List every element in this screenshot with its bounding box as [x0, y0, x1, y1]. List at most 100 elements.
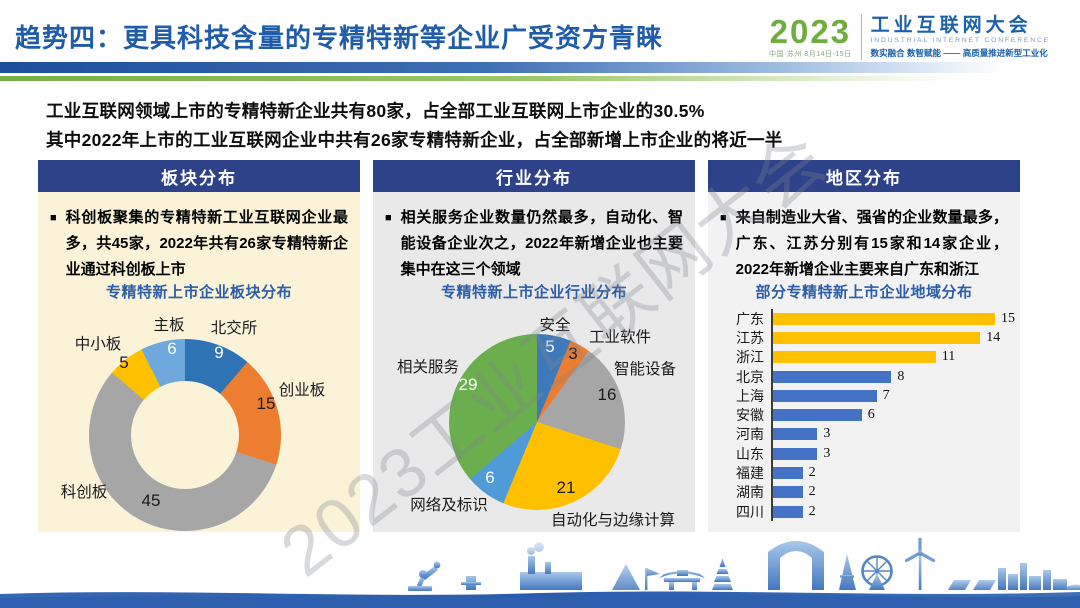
- bar-value-label: 2: [808, 503, 816, 519]
- intro-line-2: 其中2022年上市的工业互联网企业中共有26家专精特新企业，占全部新增上市企业的…: [46, 130, 783, 150]
- chart-segment-label: 创业板: [278, 382, 326, 399]
- bar-row: 山东 3: [716, 444, 1016, 464]
- bar: [773, 409, 862, 422]
- title-rule-green: [0, 76, 1080, 81]
- intro-line-1: 工业互联网领域上市的专精特新企业共有80家，占全部工业互联网上市企业的30.5%: [46, 101, 705, 121]
- panel-board-header: 板块分布: [38, 160, 360, 192]
- page-title: 趋势四：更具科技含量的专精特新等企业广受资方青睐: [15, 23, 664, 53]
- industry-pie-chart: 安全 5 工业软件 3 智能设备 16 自动化与边缘计算 21 网络及标识 6 相关服务 29: [373, 304, 695, 530]
- chart-segment-label: 科创板: [60, 484, 108, 501]
- bar: [773, 370, 892, 383]
- chart-segment-value: 15: [256, 394, 276, 413]
- bar-row: 四川 2: [716, 501, 1016, 522]
- title-rule-blue: [0, 62, 1080, 73]
- chart-segment-label: 自动化与边缘计算: [550, 512, 676, 529]
- industry-chart-title: 专精特新上市企业行业分布: [440, 284, 627, 301]
- chart-segment-value: 3: [568, 344, 578, 363]
- chart-segment-label: 中小板: [74, 336, 122, 353]
- chart-segment-label: 主板: [153, 317, 185, 334]
- logo-year: 2023: [769, 12, 852, 50]
- bar-value-label: 3: [823, 445, 831, 461]
- chart-segment-value: 16: [597, 385, 617, 404]
- board-chart-title: 专精特新上市企业板块分布: [105, 284, 292, 301]
- chart-segment-label: 网络及标识: [410, 497, 488, 514]
- bar-value-label: 8: [897, 368, 905, 384]
- bar: [773, 389, 877, 402]
- bar-value-label: 6: [867, 407, 875, 423]
- panel-region-bullet: ■ 来自制造业大省、强省的企业数量最多，广东、江苏分别有15家和14家企业，20…: [708, 192, 1020, 283]
- bar-category-label: 上海: [736, 387, 764, 404]
- bar: [773, 351, 936, 364]
- bar: [773, 447, 818, 460]
- panel-industry-bullet: ■ 相关服务企业数量仍然最多，自动化、智能设备企业次之，2022年新增企业也主要…: [373, 192, 695, 283]
- skyline-silhouette: [408, 538, 1080, 591]
- chart-segment-label: 智能设备: [613, 361, 677, 378]
- panel-industry-distribution: 行业分布 ■ 相关服务企业数量仍然最多，自动化、智能设备企业次之，2022年新增…: [373, 160, 695, 532]
- logo-title-cn: 工业互联网大会: [870, 15, 1032, 36]
- bar-category-label: 北京: [736, 368, 764, 385]
- chart-segment-label: 工业软件: [588, 329, 652, 346]
- bullet-square-icon: ■: [720, 212, 727, 224]
- footer-cityscape: [0, 538, 1080, 608]
- bullet-square-icon: ■: [50, 212, 57, 224]
- chart-segment-value: 6: [485, 468, 495, 487]
- bar-category-label: 山东: [736, 445, 764, 462]
- pie-surface: [449, 334, 625, 510]
- bar-value-label: 11: [941, 349, 956, 365]
- chart-segment-label: 相关服务: [396, 359, 460, 376]
- bar-row: 北京 8: [716, 366, 1016, 387]
- chart-segment-value: 45: [141, 491, 161, 510]
- bar-value-label: 7: [882, 387, 890, 403]
- panel-board-bullet: ■ 科创板聚集的专精特新工业互联网企业最多，共45家，2022年共有26家专精特…: [38, 192, 360, 283]
- logo-slogan: 数实融合 数智赋能 —— 高质量推进新型工业化: [870, 48, 1048, 58]
- bar-row: 江苏 14: [716, 328, 1016, 348]
- region-bar-chart: 广东 15 江苏 14 浙江 11 北京 8 上海 7 安徽 6 河南 3 山东 3 福建 2 湖南 2 四川 2: [716, 309, 1016, 522]
- bar-category-label: 广东: [736, 310, 764, 327]
- bar-value-label: 3: [823, 426, 831, 442]
- bar-category-label: 福建: [736, 465, 764, 482]
- chart-segment-value: 5: [545, 337, 555, 356]
- chart-segment-label: 北交所: [210, 320, 258, 337]
- chart-segment-value: 5: [119, 353, 129, 372]
- bar-row: 湖南 2: [716, 482, 1016, 502]
- logo-divider: [860, 14, 862, 60]
- logo-venue: 中国·苏州 8月14日-15日: [769, 50, 852, 58]
- bar: [773, 486, 803, 499]
- panel-region-distribution: 地区分布 ■ 来自制造业大省、强省的企业数量最多，广东、江苏分别有15家和14家…: [708, 160, 1020, 532]
- board-donut-chart: 北交所 9 创业板 15 科创板 45 中小板 5 主板 6: [38, 304, 360, 531]
- bar-value-label: 2: [808, 465, 816, 481]
- bar-value-label: 2: [808, 484, 816, 500]
- bar-row: 河南 3: [716, 424, 1016, 445]
- panel-board-distribution: 板块分布 ■ 科创板聚集的专精特新工业互联网企业最多，共45家，2022年共有2…: [38, 160, 360, 532]
- chart-segment-value: 6: [167, 339, 177, 358]
- bar-row: 浙江 11: [716, 347, 1016, 367]
- donut-hole: [131, 381, 239, 489]
- bar-category-label: 安徽: [736, 407, 764, 424]
- bar: [773, 505, 803, 518]
- bar-category-label: 河南: [736, 426, 764, 443]
- logo-title-en: INDUSTRIAL INTERNET CONFERENCE: [870, 37, 1050, 44]
- chart-segment-value: 21: [556, 478, 576, 497]
- region-chart-title: 部分专精特新上市企业地域分布: [755, 284, 973, 301]
- chart-segment-label: 安全: [539, 317, 571, 334]
- bar: [773, 331, 981, 344]
- bar-category-label: 四川: [736, 503, 764, 520]
- bar-category-label: 湖南: [736, 484, 764, 501]
- bar-category-label: 江苏: [736, 329, 764, 346]
- panel-industry-header: 行业分布: [373, 160, 695, 192]
- bar-row: 广东 15: [716, 309, 1016, 329]
- bar-row: 福建 2: [716, 463, 1016, 483]
- bar-category-label: 浙江: [736, 349, 764, 366]
- panel-region-header: 地区分布: [708, 160, 1020, 192]
- bar: [773, 467, 803, 480]
- bullet-square-icon: ■: [385, 212, 392, 224]
- bar-value-label: 14: [986, 329, 1001, 345]
- conference-logo: 2023 中国·苏州 8月14日-15日 工业互联网大会 INDUSTRIAL …: [765, 12, 1054, 62]
- bar-row: 上海 7: [716, 386, 1016, 406]
- chart-segment-value: 9: [214, 343, 224, 362]
- bar: [773, 428, 818, 441]
- chart-segment-value: 29: [458, 375, 478, 394]
- intro-text: 工业互联网领域上市的专精特新企业共有80家，占全部工业互联网上市企业的30.5%…: [46, 97, 783, 155]
- bar-row: 安徽 6: [716, 405, 1016, 425]
